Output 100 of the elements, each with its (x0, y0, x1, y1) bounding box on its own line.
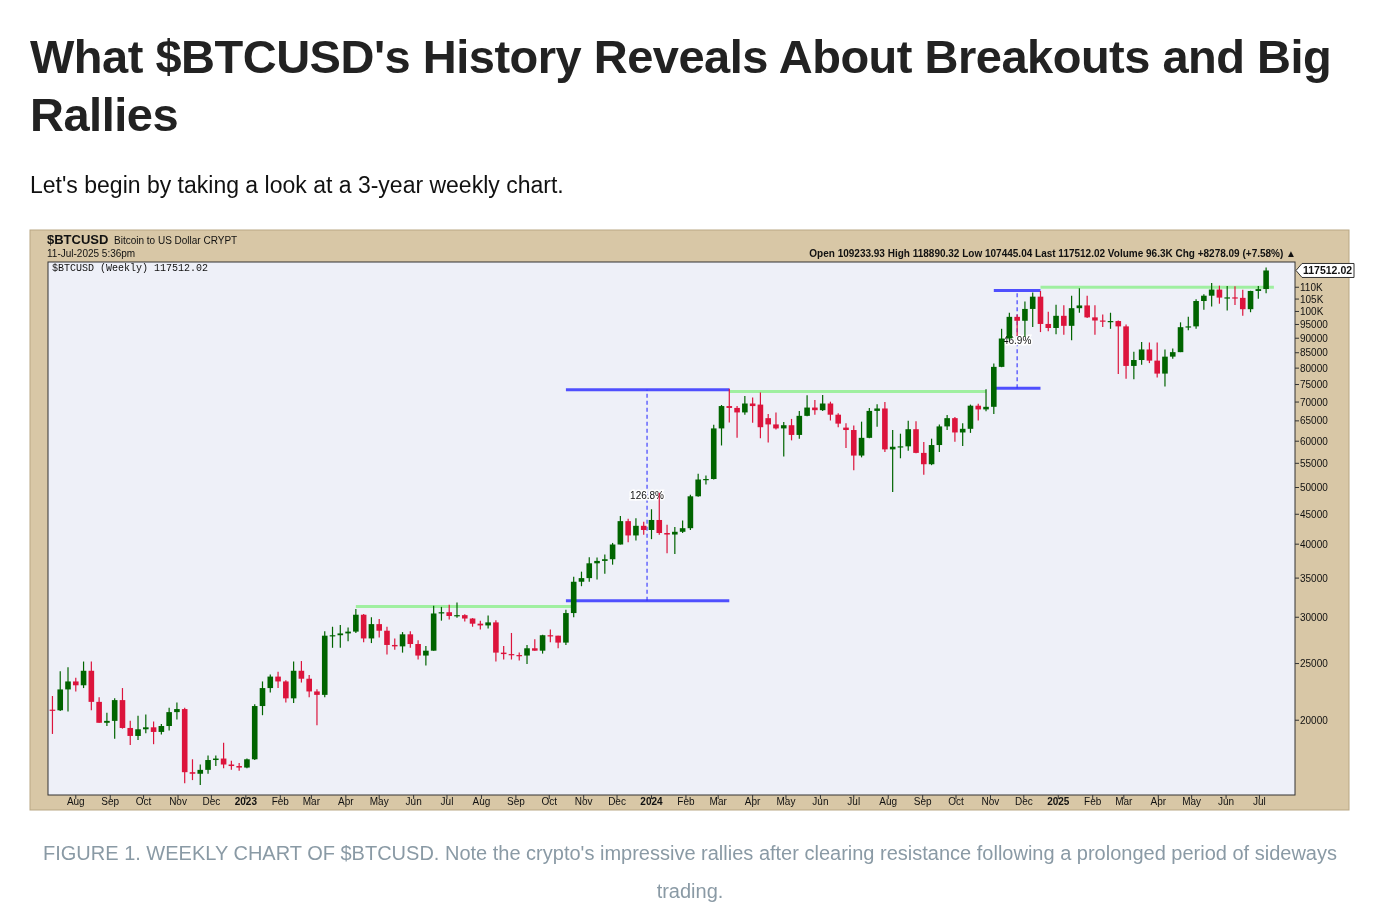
y-tick-label: 95000 (1300, 318, 1329, 330)
candlestick (586, 556, 593, 583)
candlestick (594, 556, 600, 581)
candlestick (267, 673, 274, 694)
x-tick-label: Jul (440, 796, 454, 807)
candlestick (423, 645, 429, 667)
candlestick (415, 639, 421, 661)
candlestick (765, 413, 771, 444)
candlestick (695, 473, 701, 498)
candlestick (1029, 291, 1036, 328)
x-tick-label: Jul (1253, 796, 1266, 807)
y-tick-label: 45000 (1300, 508, 1329, 520)
candlestick (174, 701, 180, 721)
x-tick-label: May (1182, 796, 1202, 807)
x-tick-label: Aug (472, 796, 491, 807)
y-tick-label: 25000 (1300, 658, 1329, 670)
candlestick (1201, 293, 1207, 311)
candlestick (913, 420, 919, 454)
candlestick (920, 441, 927, 476)
candlestick (858, 421, 865, 458)
candlestick (143, 713, 149, 734)
text: 11-Jul-2025 5:36pm (47, 248, 136, 259)
candlestick (1138, 341, 1145, 366)
y-tick-label: 55000 (1300, 457, 1329, 469)
y-tick-label: 100K (1300, 305, 1324, 317)
x-tick-label: Nov (574, 796, 593, 807)
candlestick (1162, 348, 1168, 388)
candlestick (897, 433, 904, 459)
candlestick (874, 403, 880, 428)
text: Open 109233.93 High 118890.32 Low 107445.04 Last 117512.02 Volume 96.3K Chg +8278.09 (+7.58%) ▲ (809, 248, 1296, 259)
candlestick (1076, 287, 1083, 314)
candlestick (376, 618, 382, 639)
candlestick (742, 395, 748, 416)
y-tick-label: 105K (1300, 293, 1324, 305)
x-tick-label: Mar (1115, 796, 1134, 807)
candlestick (633, 517, 639, 541)
x-tick-label: May (369, 796, 389, 807)
text: $BTCUSD (47, 232, 109, 247)
candlestick (1239, 289, 1246, 317)
candlestick (1115, 319, 1122, 375)
y-tick-label: 20000 (1300, 714, 1329, 726)
candlestick (617, 515, 624, 546)
y-tick-label: 90000 (1300, 332, 1329, 344)
candlestick (1068, 295, 1075, 341)
x-tick-label: Mar (709, 796, 728, 807)
x-tick-label: Apr (1150, 796, 1167, 807)
x-tick-label: Apr (338, 796, 355, 807)
x-tick-label: Dec (202, 796, 221, 807)
candlestick (524, 644, 530, 665)
x-tick-label: Oct (135, 796, 152, 807)
y-tick-label: 30000 (1300, 611, 1329, 623)
x-tick-label: Jun (405, 796, 422, 807)
candlestick (96, 696, 102, 724)
candlestick (788, 418, 795, 441)
candlestick (1092, 304, 1098, 336)
candlestick (1154, 341, 1160, 379)
candlestick (104, 712, 110, 727)
candlestick (1263, 266, 1269, 294)
chart-subtitle: Let's begin by taking a look at a 3-year weekly chart. (30, 172, 565, 199)
candlestick (1045, 311, 1052, 332)
candlestick (205, 755, 211, 775)
y-tick-label: 65000 (1300, 415, 1329, 427)
candlestick (936, 423, 943, 453)
candlestick (314, 688, 320, 726)
candlestick (127, 720, 134, 746)
candlestick (734, 405, 740, 439)
candlestick (399, 631, 406, 654)
x-tick-label: Feb (677, 796, 695, 807)
y-tick-label: 75000 (1300, 379, 1329, 391)
x-tick-label: Sep (913, 796, 933, 807)
x-tick-label: Aug (879, 796, 898, 807)
candlestick (1131, 351, 1137, 380)
x-tick-label: Oct (948, 796, 965, 807)
candlestick (1061, 304, 1067, 336)
x-tick-label: Jun (812, 796, 829, 807)
y-tick-label: 85000 (1300, 347, 1329, 359)
candlestick (672, 526, 678, 555)
candlestick (625, 518, 631, 543)
candlestick (111, 697, 118, 740)
candlestick (384, 626, 390, 656)
candlestick (150, 720, 157, 745)
candlestick (726, 388, 733, 424)
x-tick-label: Sep (507, 796, 526, 807)
y-tick-label: 70000 (1300, 396, 1329, 408)
text: Bitcoin to US Dollar CRYPT (114, 235, 238, 246)
candlestick (57, 670, 64, 712)
candlestick (485, 614, 491, 630)
candlestick (220, 742, 227, 769)
candlestick (773, 411, 779, 431)
candlestick (65, 666, 71, 713)
candlestick (905, 420, 912, 452)
x-tick-label: 2025 (1047, 796, 1070, 807)
candlestick (306, 674, 312, 698)
x-tick-label: Feb (1084, 796, 1102, 807)
x-tick-label: Sep (101, 796, 120, 807)
x-tick-label: Feb (271, 796, 290, 807)
candlestick (1014, 313, 1020, 337)
x-tick-label: 2024 (640, 796, 664, 807)
x-tick-label: Nov (169, 796, 187, 807)
x-tick-label: 2023 (234, 796, 258, 807)
